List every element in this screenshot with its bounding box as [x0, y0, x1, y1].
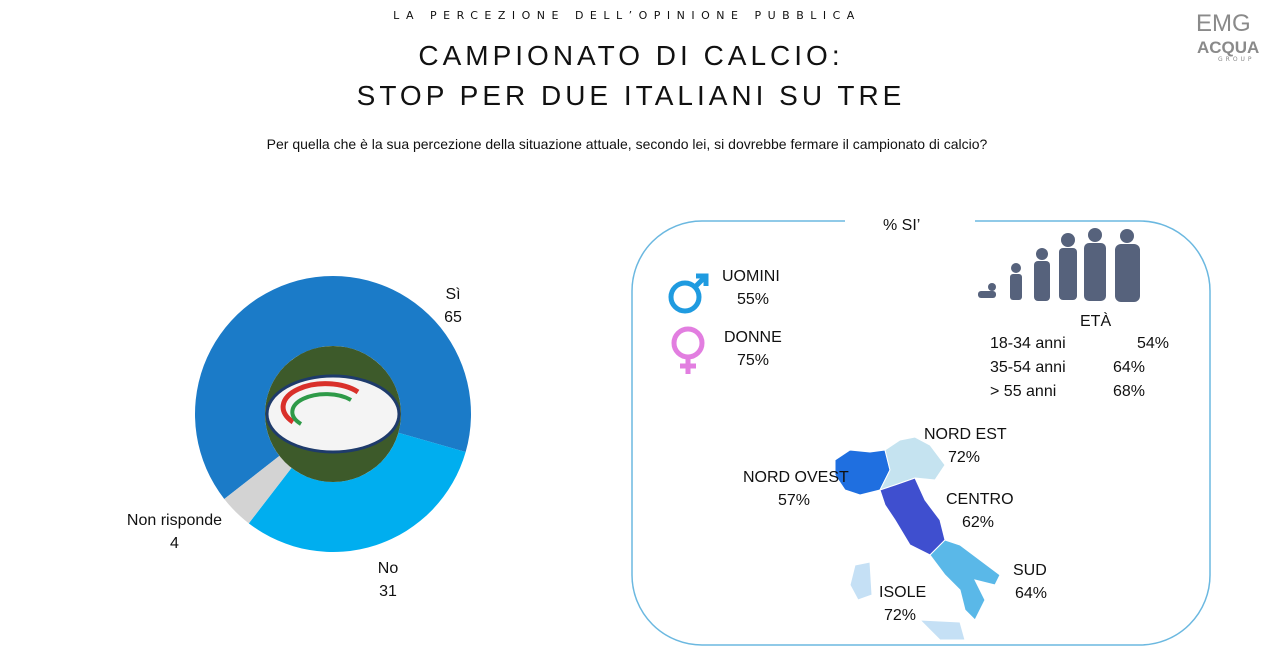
- slice-label: No: [377, 560, 399, 577]
- region-value: 57%: [778, 492, 811, 509]
- region-value: 72%: [884, 607, 917, 624]
- age-value: 64%: [1113, 359, 1146, 376]
- region-label: NORD EST: [924, 426, 1007, 443]
- age-label: 18-34 anni: [990, 335, 1066, 352]
- age-label: > 55 anni: [990, 383, 1057, 400]
- gender-value: 75%: [737, 352, 770, 369]
- panel-frame: [631, 220, 1211, 646]
- slice-label: Non risponde: [126, 512, 223, 529]
- slice-value: 31: [379, 583, 397, 600]
- gender-label: DONNE: [724, 329, 782, 346]
- male-icon: [668, 273, 709, 314]
- region-label: ISOLE: [879, 584, 927, 601]
- gender-value: 55%: [737, 291, 770, 308]
- title-line: STOP PER DUE ITALIANI SU TRE: [356, 80, 906, 111]
- pie-slice: [224, 455, 292, 524]
- logo: ACQUA: [1197, 38, 1260, 57]
- center-logo: [265, 374, 401, 454]
- age-title: ETÀ: [1080, 313, 1112, 330]
- age-label: 35-54 anni: [990, 359, 1066, 376]
- age-value: 68%: [1113, 383, 1146, 400]
- pie-slice: [248, 432, 466, 552]
- region-value: 64%: [1015, 585, 1048, 602]
- region-label: CENTRO: [946, 491, 1014, 508]
- panel-title: % SI’: [883, 217, 921, 234]
- kicker: LA PERCEZIONE DELL’OPINIONE PUBBLICA: [393, 9, 861, 22]
- region-label: NORD OVEST: [743, 469, 849, 486]
- slice-value: 4: [170, 535, 179, 552]
- slice-label: Sì: [445, 286, 461, 303]
- slice-value: 65: [444, 309, 462, 326]
- question: Per quella che è la sua percezione della…: [266, 136, 988, 152]
- region-value: 72%: [948, 449, 981, 466]
- age-silhouettes: [978, 228, 1140, 302]
- region-value: 62%: [962, 514, 995, 531]
- region-label: SUD: [1013, 562, 1047, 579]
- logo: GROUP: [1218, 56, 1255, 63]
- title-line: CAMPIONATO DI CALCIO:: [418, 40, 844, 71]
- female-icon: [671, 326, 705, 374]
- pie-slice: [195, 275, 471, 499]
- center-logo-mark: [280, 381, 360, 425]
- center-logo-mark: [290, 392, 353, 426]
- gender-label: UOMINI: [722, 268, 780, 285]
- age-value: 54%: [1137, 335, 1170, 352]
- italy-map: [834, 436, 1001, 641]
- logo: EMG: [1196, 10, 1251, 37]
